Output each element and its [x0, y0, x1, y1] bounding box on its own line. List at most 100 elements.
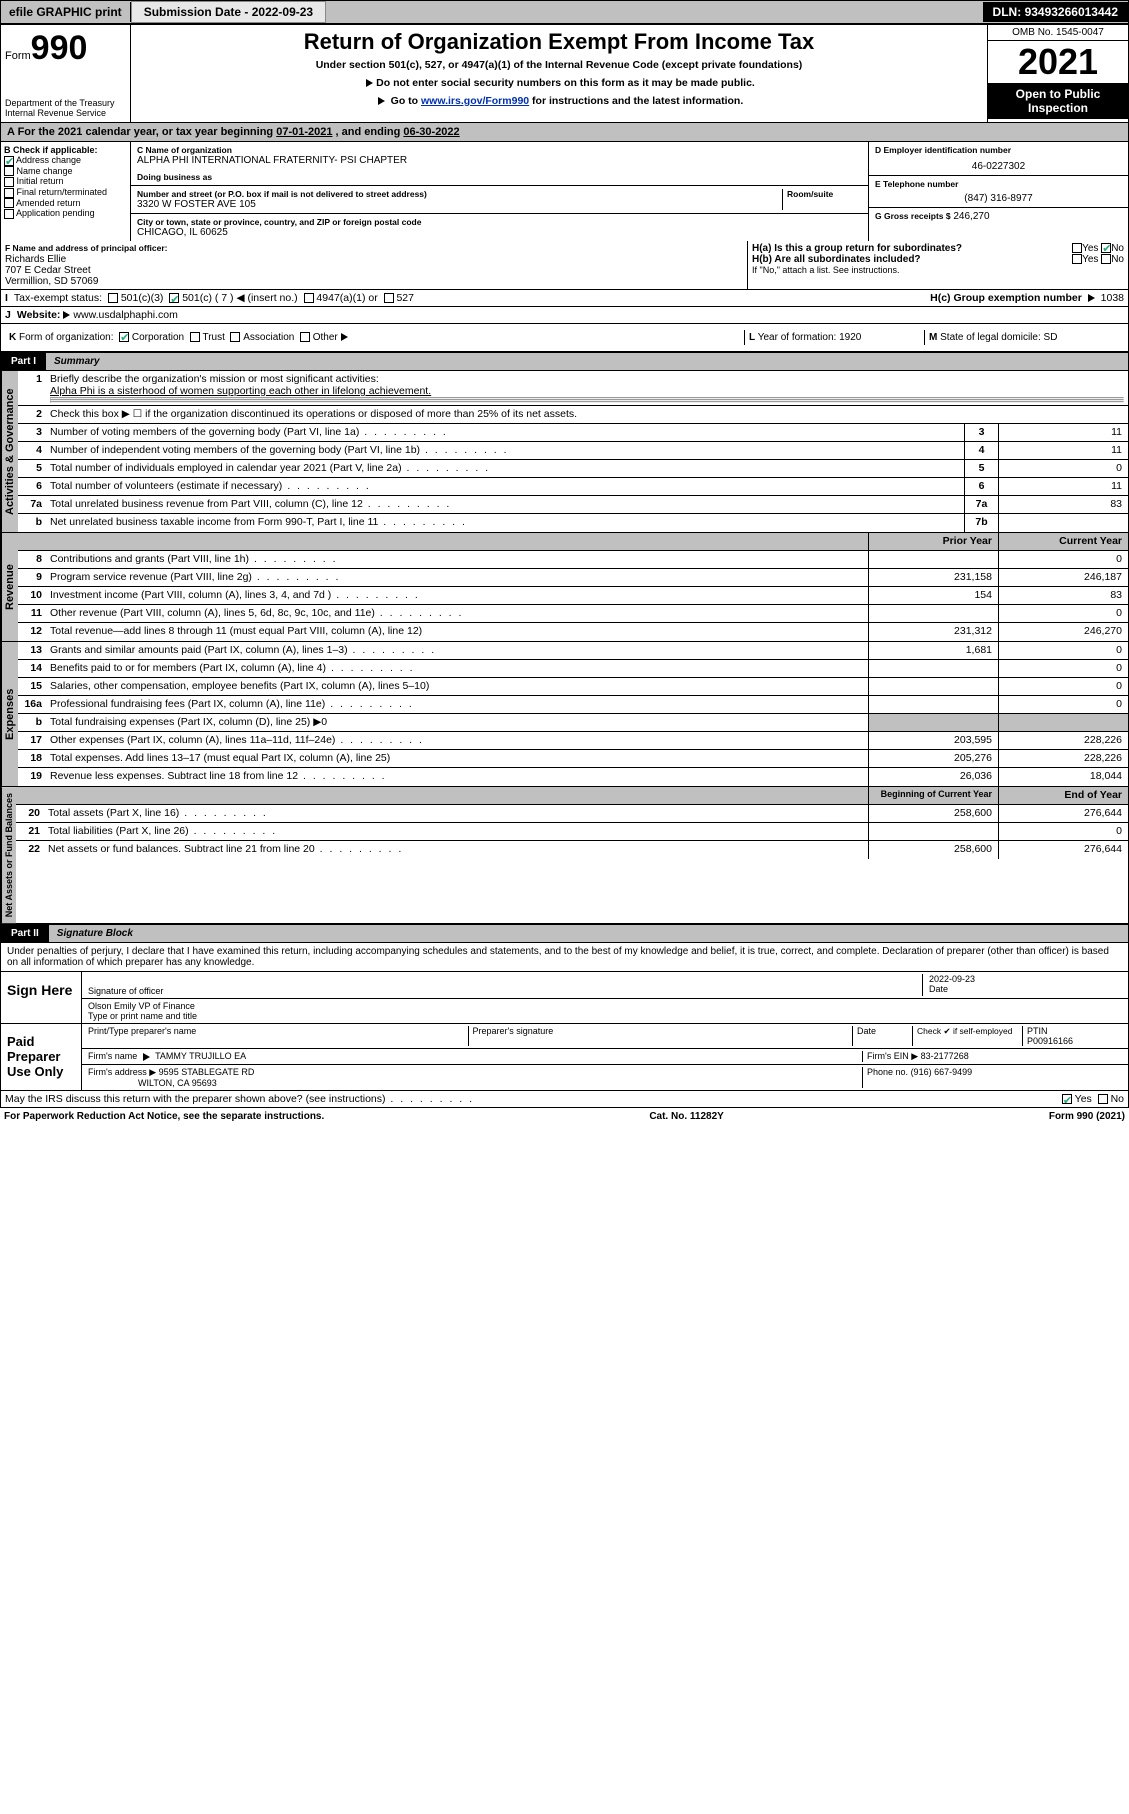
r17-p: 203,595 — [868, 732, 998, 749]
i-4947[interactable] — [304, 293, 314, 303]
sig-date: 2022-09-23 — [929, 974, 1122, 984]
arrow-icon — [378, 97, 385, 105]
r7b-v — [998, 514, 1128, 532]
row-fh: F Name and address of principal officer:… — [0, 241, 1129, 290]
r20-n: 20 — [16, 805, 44, 822]
tab-activities: Activities & Governance — [1, 371, 18, 532]
i-o2: 501(c) ( 7 ) — [182, 292, 233, 304]
r3-v: 11 — [998, 424, 1128, 441]
discuss-no[interactable] — [1098, 1094, 1108, 1104]
r13-n: 13 — [18, 642, 46, 659]
room-label: Room/suite — [787, 189, 862, 199]
checkbox-address-change[interactable] — [4, 156, 14, 166]
r11-c: 0 — [998, 605, 1128, 622]
ein: 46-0227302 — [875, 161, 1122, 172]
dln-label: DLN: — [993, 5, 1022, 19]
yearline-a: A For the 2021 calendar year, or tax yea… — [7, 126, 276, 138]
ein-label: D Employer identification number — [875, 145, 1122, 155]
r20-c: 276,644 — [998, 805, 1128, 822]
checkbox-amended[interactable] — [4, 198, 14, 208]
r21-n: 21 — [16, 823, 44, 840]
r18-c: 228,226 — [998, 750, 1128, 767]
line-a: A For the 2021 calendar year, or tax yea… — [0, 123, 1129, 142]
hb-no[interactable] — [1101, 254, 1111, 264]
r4-v: 11 — [998, 442, 1128, 459]
phone: (847) 316-8977 — [875, 193, 1122, 204]
l-val: 1920 — [839, 332, 861, 343]
dln-value: 93493266013442 — [1025, 5, 1118, 19]
k-other[interactable] — [300, 332, 310, 342]
website[interactable]: www.usdalphaphi.com — [73, 309, 177, 321]
firm-label: Firm's name — [88, 1051, 137, 1061]
sign-side: Sign Here — [1, 972, 81, 1023]
k-trust[interactable] — [190, 332, 200, 342]
ha-yes[interactable] — [1072, 243, 1082, 253]
r15-n: 15 — [18, 678, 46, 695]
dba-label: Doing business as — [137, 172, 862, 182]
r12-p: 231,312 — [868, 623, 998, 641]
k-assoc[interactable] — [230, 332, 240, 342]
k-corp[interactable] — [119, 332, 129, 342]
paid-side: Paid Preparer Use Only — [1, 1024, 81, 1090]
grid-exp: Expenses 13Grants and similar amounts pa… — [0, 642, 1129, 787]
arrow-icon — [366, 79, 373, 87]
i-501c[interactable] — [169, 293, 179, 303]
hb-label: H(b) Are all subordinates included? — [752, 254, 921, 265]
section-bcd: B Check if applicable: Address change Na… — [0, 142, 1129, 241]
efile-print[interactable]: efile GRAPHIC print — [1, 2, 131, 22]
l-text: Year of formation: — [758, 332, 837, 343]
r13-p: 1,681 — [868, 642, 998, 659]
firm-phone: (916) 667-9499 — [911, 1067, 973, 1077]
discuss-yes[interactable] — [1062, 1094, 1072, 1104]
r5-b: 5 — [964, 460, 998, 477]
hb-yes[interactable] — [1072, 254, 1082, 264]
gross-receipts: 246,270 — [953, 211, 989, 222]
tab-revenue: Revenue — [1, 533, 18, 641]
r16a-d: Professional fundraising fees (Part IX, … — [46, 696, 868, 713]
r9-n: 9 — [18, 569, 46, 586]
i-527[interactable] — [384, 293, 394, 303]
part1-header: Part I Summary — [0, 352, 1129, 371]
r16a-c: 0 — [998, 696, 1128, 713]
i-501c3[interactable] — [108, 293, 118, 303]
k-label: K — [9, 332, 16, 343]
yes: Yes — [1075, 1093, 1092, 1105]
part1-title: Summary — [46, 353, 1128, 370]
checkbox-final[interactable] — [4, 188, 14, 198]
checkbox-name-change[interactable] — [4, 166, 14, 176]
r8-c: 0 — [998, 551, 1128, 568]
opt-pending: Application pending — [16, 208, 95, 218]
subdate-value: 2022-09-23 — [252, 5, 313, 19]
m-text: State of legal domicile: — [940, 332, 1041, 343]
r17-n: 17 — [18, 732, 46, 749]
hdr-curr: Current Year — [998, 533, 1128, 550]
hc-val: 1038 — [1101, 292, 1124, 304]
no: No — [1111, 1093, 1124, 1105]
m-val: SD — [1044, 332, 1058, 343]
r18-d: Total expenses. Add lines 13–17 (must eq… — [46, 750, 868, 767]
officer-addr1: 707 E Cedar Street — [5, 265, 91, 276]
q2: Check this box ▶ ☐ if the organization d… — [46, 406, 1128, 423]
r16b-p — [868, 714, 998, 731]
officer-name: Richards Ellie — [5, 254, 66, 265]
line-i: I Tax-exempt status: 501(c)(3) 501(c) ( … — [0, 290, 1129, 307]
irs-link[interactable]: www.irs.gov/Form990 — [421, 95, 529, 107]
r11-d: Other revenue (Part VIII, column (A), li… — [46, 605, 868, 622]
ha-no[interactable] — [1101, 243, 1111, 253]
discuss-line: May the IRS discuss this return with the… — [0, 1091, 1129, 1108]
r14-c: 0 — [998, 660, 1128, 677]
r9-p: 231,158 — [868, 569, 998, 586]
arrow-icon — [341, 333, 348, 341]
r21-d: Total liabilities (Part X, line 26) — [44, 823, 868, 840]
opt-address-change: Address change — [16, 155, 81, 165]
r8-p — [868, 551, 998, 568]
grid-na: Net Assets or Fund Balances Beginning of… — [0, 787, 1129, 924]
r3-b: 3 — [964, 424, 998, 441]
checkbox-pending[interactable] — [4, 209, 14, 219]
paid-h5: PTIN — [1027, 1026, 1122, 1036]
city: CHICAGO, IL 60625 — [137, 227, 862, 238]
r16b-c — [998, 714, 1128, 731]
checkbox-initial[interactable] — [4, 177, 14, 187]
grid-rev: Revenue Prior YearCurrent Year 8Contribu… — [0, 533, 1129, 642]
r3-n: 3 — [18, 424, 46, 441]
